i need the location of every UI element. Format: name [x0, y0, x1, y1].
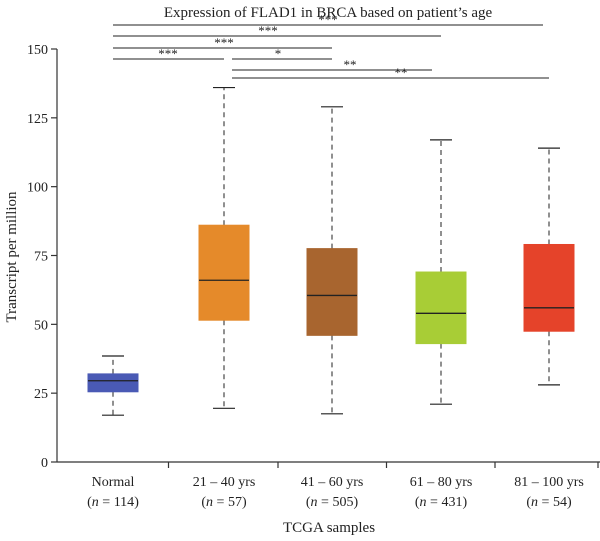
x-tick-label: 81 – 100 yrs [514, 475, 584, 490]
box-4 [415, 271, 467, 345]
box-3 [306, 248, 358, 336]
chart-title: Expression of FLAD1 in BRCA based on pat… [164, 5, 493, 21]
y-tick-label: 150 [27, 43, 48, 58]
y-tick-label: 50 [34, 318, 48, 333]
significance-label: ** [395, 65, 408, 80]
x-tick-label: 21 – 40 yrs [193, 475, 256, 490]
y-tick-label: 125 [27, 112, 48, 127]
x-tick-label: Normal [92, 475, 135, 490]
y-tick-label: 75 [34, 250, 48, 265]
significance-label: *** [318, 12, 338, 27]
box-1 [87, 373, 139, 393]
x-axis-label: TCGA samples [283, 520, 375, 536]
box-5 [523, 243, 575, 332]
x-tick-label: 61 – 80 yrs [410, 475, 473, 490]
y-tick-label: 100 [27, 181, 48, 196]
y-axis-label: Transcript per million [4, 191, 20, 323]
x-tick-label: 41 – 60 yrs [301, 475, 364, 490]
significance-label: *** [258, 23, 278, 38]
significance-label: ** [344, 57, 357, 72]
sample-count-label: (n = 114) [87, 495, 139, 510]
sample-count-label: (n = 54) [526, 495, 572, 510]
significance-label: *** [158, 46, 178, 61]
sample-count-label: (n = 431) [415, 495, 468, 510]
significance-label: *** [214, 35, 234, 50]
y-tick-label: 25 [34, 387, 48, 402]
box-2 [198, 224, 250, 321]
significance-label: * [275, 46, 282, 61]
sample-count-label: (n = 505) [306, 495, 359, 510]
sample-count-label: (n = 57) [201, 495, 247, 510]
y-tick-label: 0 [41, 456, 48, 471]
